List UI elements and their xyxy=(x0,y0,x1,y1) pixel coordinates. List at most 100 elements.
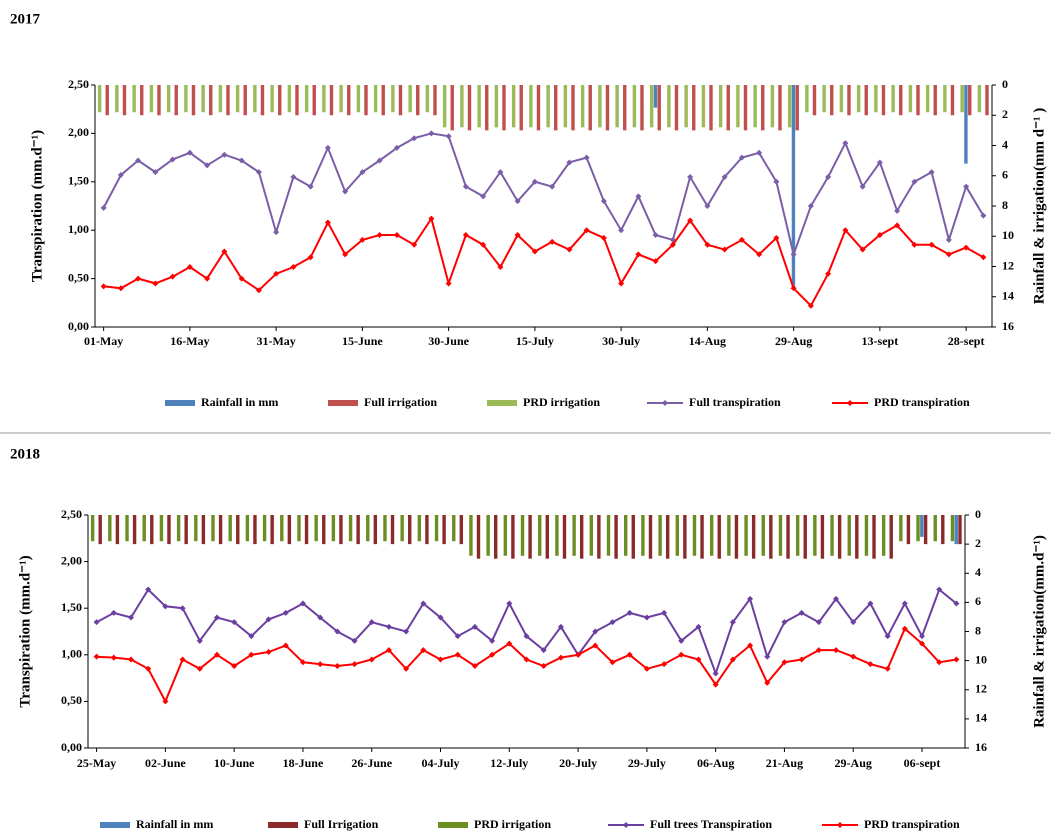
marker xyxy=(635,251,642,258)
bar xyxy=(899,515,903,542)
marker xyxy=(825,173,832,180)
bar xyxy=(235,85,240,113)
marker xyxy=(480,241,487,248)
bar xyxy=(476,515,481,559)
bar xyxy=(648,515,653,559)
y-tick-label: 1,00 xyxy=(61,647,82,661)
marker xyxy=(248,633,255,640)
marker xyxy=(282,609,289,616)
bar xyxy=(692,515,697,556)
bar xyxy=(787,85,792,128)
marker xyxy=(523,656,530,663)
bar xyxy=(941,515,945,545)
marker xyxy=(695,623,702,630)
marker xyxy=(127,656,134,663)
marker xyxy=(93,653,100,660)
bar xyxy=(201,515,206,545)
marker xyxy=(884,633,891,640)
bar xyxy=(90,515,95,542)
bar xyxy=(908,85,913,113)
marker xyxy=(747,642,754,649)
bar xyxy=(813,515,817,556)
bar xyxy=(614,515,618,559)
marker xyxy=(299,659,306,666)
y-axis-label: Transpiration (mm.d⁻¹) xyxy=(29,130,45,282)
bar xyxy=(563,85,568,128)
y2-tick-label: 16 xyxy=(1002,319,1014,333)
x-tick-label: 18-June xyxy=(283,756,324,770)
y2-tick-label: 14 xyxy=(975,711,987,725)
bar xyxy=(339,85,343,113)
x-tick-label: 10-June xyxy=(214,756,255,770)
x-tick-label: 15-July xyxy=(516,334,554,348)
marker xyxy=(471,662,478,669)
marker xyxy=(583,227,590,234)
x-tick-label: 30-June xyxy=(428,334,469,348)
y2-tick-label: 0 xyxy=(1002,77,1008,91)
x-tick-label: 01-May xyxy=(84,334,123,348)
bar xyxy=(864,515,869,556)
bar xyxy=(348,515,353,542)
y2-tick-label: 8 xyxy=(1002,198,1008,212)
marker xyxy=(618,280,625,287)
bar xyxy=(149,85,154,113)
bar xyxy=(769,515,773,559)
marker xyxy=(963,244,970,251)
bar xyxy=(460,85,464,128)
bar xyxy=(683,515,687,559)
bar xyxy=(933,515,937,542)
bar xyxy=(373,515,378,545)
marker xyxy=(145,665,152,672)
marker xyxy=(850,619,857,626)
marker xyxy=(213,614,220,621)
bar xyxy=(356,515,360,545)
marker xyxy=(334,628,341,635)
y2-tick-label: 14 xyxy=(1002,289,1014,303)
bar xyxy=(364,85,368,116)
marker xyxy=(566,246,573,253)
line xyxy=(102,132,985,258)
marker xyxy=(643,665,650,672)
bar xyxy=(191,85,196,116)
line xyxy=(103,216,984,308)
y2-axis-label: Rainfall & irrigation(mm.d⁻¹) xyxy=(1031,535,1047,728)
marker xyxy=(687,173,694,180)
marker xyxy=(497,169,504,176)
marker xyxy=(368,619,375,626)
legend-label: PRD transpiration xyxy=(874,395,970,409)
bar xyxy=(469,515,473,556)
y-tick-label: 2,50 xyxy=(61,507,82,521)
bar xyxy=(554,85,558,131)
bar xyxy=(631,515,635,559)
bar xyxy=(820,515,825,559)
marker xyxy=(523,633,530,640)
x-tick-label: 06-Aug xyxy=(697,756,734,770)
y-tick-label: 1,50 xyxy=(68,174,89,188)
y-tick-label: 0,00 xyxy=(68,319,89,333)
bar xyxy=(194,515,198,542)
bar xyxy=(383,515,387,542)
bar xyxy=(245,515,250,542)
legend-swatch xyxy=(487,400,517,406)
y-tick-label: 0,50 xyxy=(61,693,82,707)
marker xyxy=(411,241,418,248)
legend-marker xyxy=(623,822,629,828)
bar xyxy=(503,515,508,556)
bar xyxy=(632,85,637,128)
marker xyxy=(351,661,358,668)
bar xyxy=(184,85,188,113)
marker xyxy=(953,600,960,607)
bar xyxy=(459,515,464,545)
bar xyxy=(262,515,267,542)
x-tick-label: 31-May xyxy=(256,334,295,348)
marker xyxy=(437,614,444,621)
y2-tick-label: 2 xyxy=(1002,107,1008,121)
bar xyxy=(855,515,859,559)
marker xyxy=(506,600,513,607)
bar xyxy=(960,85,964,113)
bar xyxy=(280,515,284,542)
bar xyxy=(640,85,644,131)
marker xyxy=(566,159,573,166)
marker xyxy=(428,215,435,222)
marker xyxy=(825,270,832,277)
